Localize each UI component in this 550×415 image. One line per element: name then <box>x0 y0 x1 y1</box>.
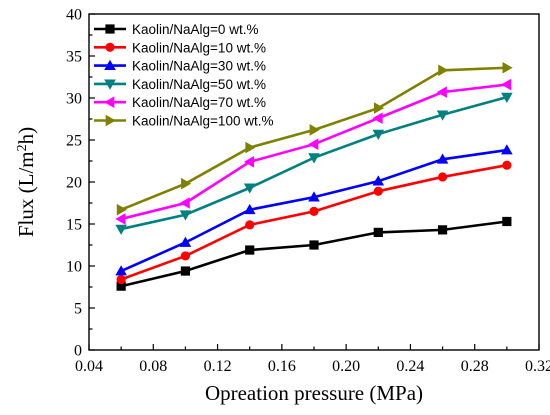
legend-label: Kaolin/NaAlg=0 wt.% <box>132 22 258 37</box>
data-point <box>245 141 256 154</box>
data-point <box>373 102 385 114</box>
legend-label: Kaolin/NaAlg=100 wt.% <box>132 114 273 129</box>
data-point <box>502 216 512 227</box>
y-tick-label: 40 <box>66 7 82 24</box>
legend-label: Kaolin/NaAlg=30 wt.% <box>132 59 266 74</box>
legend-entry-0: Kaolin/NaAlg=0 wt.% <box>94 22 258 37</box>
data-point <box>436 153 449 164</box>
data-point <box>501 144 513 155</box>
series-1 <box>116 160 512 285</box>
data-point <box>179 210 192 221</box>
legend-entry-1: Kaolin/NaAlg=10 wt.% <box>94 40 266 55</box>
data-point <box>116 281 126 291</box>
y-tick-label: 5 <box>74 301 82 318</box>
axes: 0.04 0.08 0.12 0.16 0.20 0.24 0.28 0.32 0 5 10 15 20… <box>66 7 550 376</box>
data-point <box>308 191 320 202</box>
series-5 <box>116 61 513 216</box>
y-tick-label: 20 <box>66 175 82 192</box>
data-point <box>436 110 449 121</box>
series-line-0 <box>120 220 508 288</box>
y-tick-label: 30 <box>66 91 82 108</box>
data-point <box>502 61 513 74</box>
plot-area <box>115 61 513 291</box>
data-point <box>179 236 192 247</box>
legend-entry-3: Kaolin/NaAlg=50 wt.% <box>94 77 266 92</box>
data-point <box>502 160 512 170</box>
legend-marker <box>104 59 116 70</box>
data-point <box>437 172 448 182</box>
legend-marker <box>104 96 115 108</box>
y-tick-label: 0 <box>74 343 82 360</box>
data-point <box>115 265 127 276</box>
data-point <box>179 197 190 209</box>
data-point <box>308 138 319 150</box>
data-point <box>116 274 126 285</box>
y-axis-title: Flux (L/m2h) <box>14 127 38 237</box>
data-point <box>372 175 385 186</box>
legend-marker <box>104 79 116 90</box>
data-point <box>245 245 255 255</box>
legend-entry-4: Kaolin/NaAlg=70 wt.% <box>94 95 266 110</box>
x-tick-label: 0.32 <box>525 358 550 375</box>
legend-entry-5: Kaolin/NaAlg=100 wt.% <box>94 114 273 129</box>
data-point <box>437 225 448 235</box>
data-point <box>309 240 319 250</box>
data-point <box>373 186 383 196</box>
x-tick-label: 0.20 <box>332 358 360 375</box>
data-point <box>181 177 192 190</box>
data-point <box>115 213 126 225</box>
y-axis-title-main: Flux (L/m <box>14 151 38 237</box>
x-tick-label: 0.24 <box>396 358 424 375</box>
legend: Kaolin/NaAlg=0 wt.% Kaolin/NaAlg=10 wt.% K… <box>94 22 273 129</box>
x-tick-label: 0.08 <box>139 358 167 375</box>
data-point <box>372 112 383 124</box>
series-0 <box>116 216 512 291</box>
data-point <box>243 156 255 168</box>
data-point <box>180 251 191 261</box>
series-4 <box>115 78 512 225</box>
data-point <box>115 224 127 235</box>
legend-marker <box>105 114 116 127</box>
x-tick-label: 0.12 <box>204 358 232 375</box>
y-tick-label: 10 <box>66 259 82 276</box>
series-3 <box>115 92 513 235</box>
x-tick-label: 0.04 <box>75 358 103 375</box>
data-point <box>180 266 191 276</box>
data-point <box>243 203 256 215</box>
series-2 <box>115 144 513 276</box>
data-point <box>243 183 256 194</box>
legend-marker <box>105 24 115 34</box>
y-tick-label: 25 <box>66 133 82 150</box>
data-point <box>436 86 447 98</box>
x-tick-label: 0.16 <box>268 358 296 375</box>
y-tick-label: 15 <box>66 217 82 234</box>
data-point <box>245 220 255 230</box>
y-tick-label: 35 <box>66 49 82 66</box>
data-point <box>372 129 385 140</box>
data-point <box>438 64 449 77</box>
x-axis-title: Opreation pressure (MPa) <box>205 381 423 405</box>
series-line-1 <box>120 163 508 281</box>
data-point <box>308 153 320 164</box>
legend-label: Kaolin/NaAlg=50 wt.% <box>132 77 266 92</box>
data-point <box>309 124 320 136</box>
data-point <box>309 206 319 216</box>
data-point <box>116 203 127 216</box>
legend-marker <box>105 42 115 52</box>
legend-label: Kaolin/NaAlg=10 wt.% <box>132 40 266 55</box>
y-axis-title-tail: h) <box>14 127 38 145</box>
legend-entry-2: Kaolin/NaAlg=30 wt.% <box>94 59 266 74</box>
legend-label: Kaolin/NaAlg=70 wt.% <box>132 95 266 110</box>
x-tick-label: 0.28 <box>461 358 489 375</box>
data-point <box>501 78 512 91</box>
data-point <box>501 92 513 103</box>
data-point <box>373 227 383 237</box>
y-axis-title-superscript: 2 <box>15 144 30 151</box>
